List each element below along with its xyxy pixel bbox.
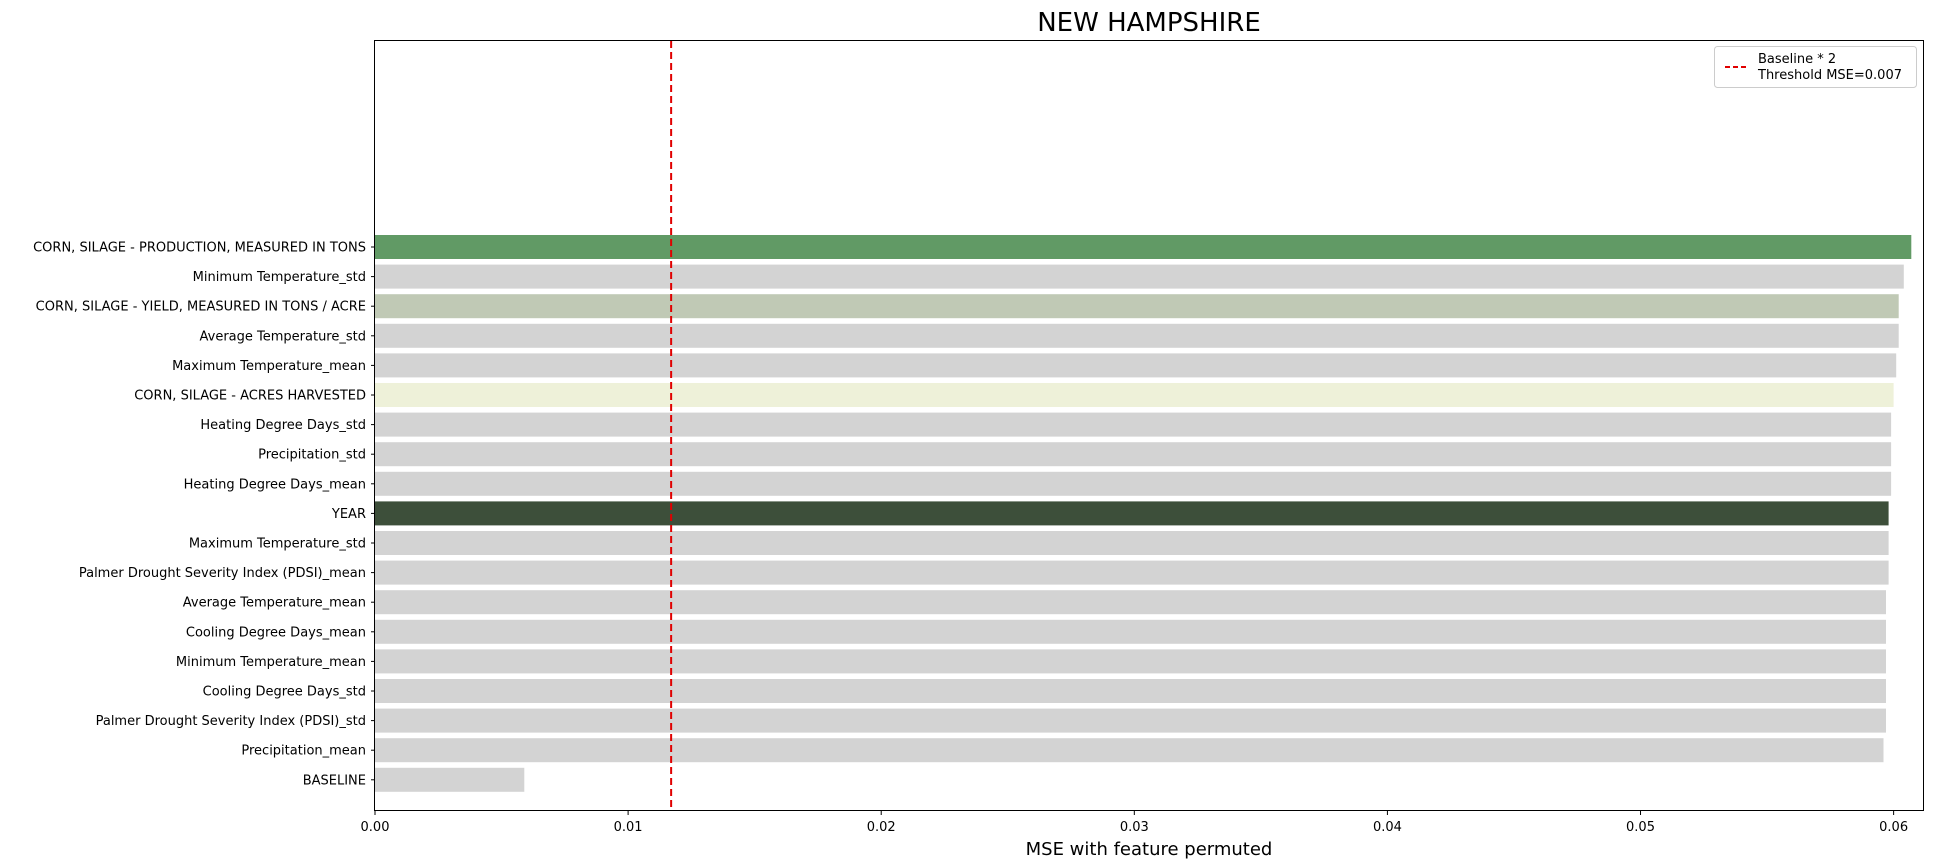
chart-title: NEW HAMPSHIRE — [1037, 8, 1261, 38]
bar — [375, 767, 525, 792]
category-label: BASELINE — [303, 773, 366, 788]
x-tick-label: 0.01 — [614, 820, 643, 835]
category-label: Cooling Degree Days_mean — [186, 625, 366, 640]
category-label: Minimum Temperature_std — [193, 270, 366, 285]
legend-entry-threshold: Threshold MSE=0.007 — [1757, 68, 1902, 83]
category-label: Maximum Temperature_mean — [172, 359, 366, 374]
category-label: Average Temperature_mean — [183, 596, 366, 611]
category-label: YEAR — [331, 507, 366, 522]
bars-group — [375, 235, 1912, 792]
x-tick-label: 0.00 — [361, 820, 390, 835]
bar — [375, 323, 1899, 348]
bar — [375, 294, 1899, 319]
bar — [375, 649, 1886, 674]
category-label: CORN, SILAGE - PRODUCTION, MEASURED IN T… — [33, 241, 366, 256]
category-label: Precipitation_std — [258, 448, 366, 463]
bar — [375, 471, 1892, 496]
plot-frame — [374, 40, 1924, 811]
category-label: Precipitation_mean — [241, 744, 366, 759]
bar — [375, 738, 1884, 763]
category-label: Cooling Degree Days_std — [203, 685, 366, 700]
category-label: Palmer Drought Severity Index (PDSI)_mea… — [79, 566, 366, 581]
legend-box — [1714, 46, 1917, 88]
category-label: CORN, SILAGE - YIELD, MEASURED IN TONS /… — [36, 300, 366, 315]
x-tick-label: 0.05 — [1626, 820, 1655, 835]
x-axis-label: MSE with feature permuted — [1026, 839, 1273, 860]
category-label: Heating Degree Days_mean — [184, 477, 366, 492]
bar — [375, 235, 1912, 259]
x-tick-label: 0.06 — [1879, 820, 1908, 835]
category-label: Maximum Temperature_std — [189, 537, 366, 552]
bar — [375, 442, 1892, 467]
y-tick-labels: CORN, SILAGE - PRODUCTION, MEASURED IN T… — [33, 241, 375, 788]
bar — [375, 560, 1889, 585]
bar — [375, 412, 1892, 437]
bar — [375, 590, 1886, 615]
legend-entry-baseline: Baseline * 2 — [1758, 52, 1836, 67]
x-tick-label: 0.04 — [1373, 820, 1402, 835]
x-axis: 0.00 0.01 0.02 0.03 0.04 0.05 0.06 — [361, 810, 1908, 835]
x-tick-label: 0.03 — [1120, 820, 1149, 835]
category-label: CORN, SILAGE - ACRES HARVESTED — [134, 389, 366, 404]
bar — [375, 679, 1886, 703]
category-label: Minimum Temperature_mean — [176, 655, 366, 670]
bar — [375, 264, 1904, 289]
bar — [375, 353, 1897, 378]
category-label: Palmer Drought Severity Index (PDSI)_std — [96, 714, 366, 729]
bar — [375, 708, 1886, 733]
bar — [375, 619, 1886, 644]
category-label: Average Temperature_std — [200, 329, 367, 344]
legend: Baseline * 2 Threshold MSE=0.007 — [1714, 46, 1917, 88]
bar — [375, 383, 1894, 407]
x-tick-label: 0.02 — [867, 820, 896, 835]
category-label: Heating Degree Days_std — [200, 418, 366, 433]
bar — [375, 501, 1889, 526]
bar — [375, 531, 1889, 555]
